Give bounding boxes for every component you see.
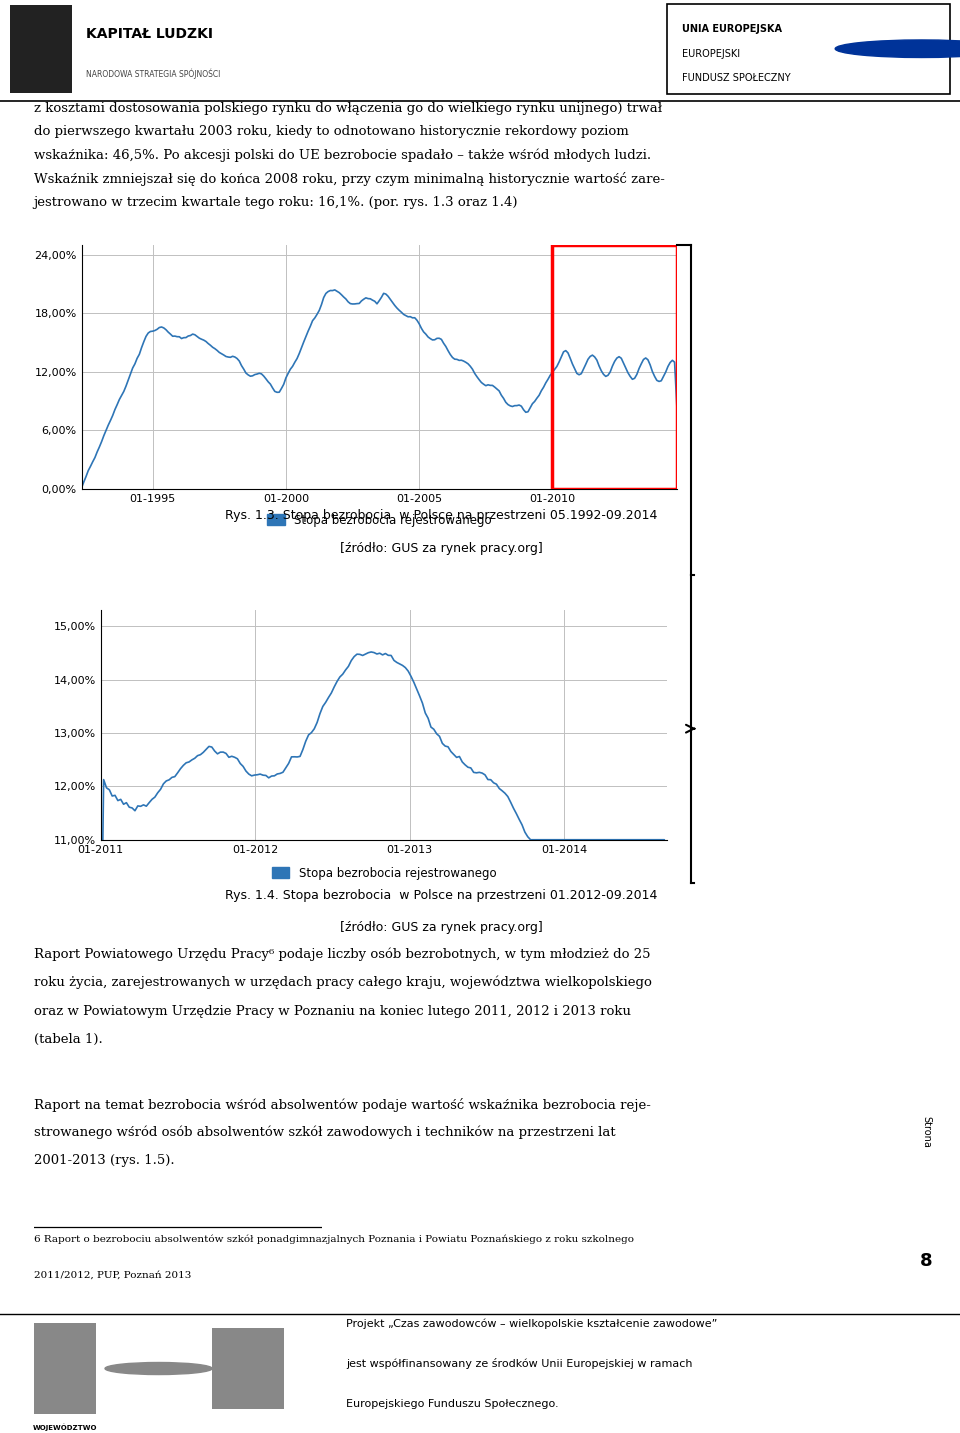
Text: 2001-2013 (rys. 1.5).: 2001-2013 (rys. 1.5).: [34, 1154, 174, 1166]
Text: oraz w Powiatowym Urzędzie Pracy w Poznaniu na koniec lutego 2011, 2012 i 2013 r: oraz w Powiatowym Urzędzie Pracy w Pozna…: [34, 1005, 631, 1017]
Circle shape: [835, 40, 960, 57]
Bar: [10, 4, 72, 93]
Text: Europejskiego Funduszu Społecznego.: Europejskiego Funduszu Społecznego.: [347, 1399, 559, 1409]
Text: EUROPEJSKI: EUROPEJSKI: [682, 49, 740, 59]
FancyBboxPatch shape: [667, 4, 950, 93]
Bar: [552, 245, 677, 489]
Text: NARODOWA STRATEGIA SPÓJNOŚCI: NARODOWA STRATEGIA SPÓJNOŚCI: [86, 69, 221, 79]
Text: z kosztami dostosowania polskiego rynku do włączenia go do wielkiego rynku unijn: z kosztami dostosowania polskiego rynku …: [34, 102, 661, 115]
Text: [źródło: GUS za rynek pracy.org]: [źródło: GUS za rynek pracy.org]: [340, 542, 543, 555]
Text: UNIA EUROPEJSKA: UNIA EUROPEJSKA: [682, 24, 781, 34]
Legend: Stopa bezrobocia rejestrowanego: Stopa bezrobocia rejestrowanego: [267, 861, 501, 884]
Text: jest współfinansowany ze środków Unii Europejskiej w ramach: jest współfinansowany ze środków Unii Eu…: [347, 1358, 692, 1370]
Text: KAPITAŁ LUDZKI: KAPITAŁ LUDZKI: [86, 27, 213, 42]
Text: 8: 8: [920, 1252, 933, 1270]
Text: (tabela 1).: (tabela 1).: [34, 1033, 103, 1046]
Text: Raport Powiatowego Urzędu Pracy⁶ podaje liczby osób bezrobotnych, w tym młodzież: Raport Powiatowego Urzędu Pracy⁶ podaje …: [34, 947, 650, 960]
Text: [źródło: GUS za rynek pracy.org]: [źródło: GUS za rynek pracy.org]: [340, 921, 543, 934]
Text: roku życia, zarejestrowanych w urzędach pracy całego kraju, województwa wielkopo: roku życia, zarejestrowanych w urzędach …: [34, 976, 652, 989]
Circle shape: [105, 1363, 212, 1374]
Legend: Stopa bezrobocia rejestrowanego: Stopa bezrobocia rejestrowanego: [262, 509, 496, 532]
Text: FUNDUSZ SPOŁECZNY: FUNDUSZ SPOŁECZNY: [682, 73, 790, 83]
Bar: [212, 1328, 283, 1409]
Text: strowanego wśród osób absolwentów szkół zawodowych i techników na przestrzeni la: strowanego wśród osób absolwentów szkół …: [34, 1126, 615, 1139]
Text: Wskaźnik zmniejszał się do końca 2008 roku, przy czym minimalną historycznie war: Wskaźnik zmniejszał się do końca 2008 ro…: [34, 172, 664, 186]
Text: WOJEWÓDZTWO: WOJEWÓDZTWO: [33, 1424, 97, 1432]
Text: Rys. 1.3. Stopa bezrobocia  w Polsce na przestrzeni 05.1992-09.2014: Rys. 1.3. Stopa bezrobocia w Polsce na p…: [226, 510, 658, 523]
Text: Rys. 1.4. Stopa bezrobocia  w Polsce na przestrzeni 01.2012-09.2014: Rys. 1.4. Stopa bezrobocia w Polsce na p…: [226, 888, 658, 903]
Text: 2011/2012, PUP, Poznań 2013: 2011/2012, PUP, Poznań 2013: [34, 1271, 191, 1280]
Text: Projekt „Czas zawodowców – wielkopolskie kształcenie zawodowe”: Projekt „Czas zawodowców – wielkopolskie…: [347, 1318, 717, 1328]
Text: jestrowano w trzecim kwartale tego roku: 16,1%. (por. rys. 1.3 oraz 1.4): jestrowano w trzecim kwartale tego roku:…: [34, 195, 518, 209]
Text: do pierwszego kwartału 2003 roku, kiedy to odnotowano historycznie rekordowy poz: do pierwszego kwartału 2003 roku, kiedy …: [34, 125, 629, 138]
Text: wskaźnika: 46,5%. Po akcesji polski do UE bezrobocie spadało – także wśród młody: wskaźnika: 46,5%. Po akcesji polski do U…: [34, 149, 651, 162]
Text: Raport na temat bezrobocia wśród absolwentów podaje wartość wskaźnika bezrobocia: Raport na temat bezrobocia wśród absolwe…: [34, 1098, 651, 1112]
Bar: [34, 1324, 96, 1413]
Text: Strona: Strona: [922, 1116, 931, 1148]
Text: 6 Raport o bezrobociu absolwentów szkół ponadgimnazjalnych Poznania i Powiatu Po: 6 Raport o bezrobociu absolwentów szkół …: [34, 1235, 634, 1244]
